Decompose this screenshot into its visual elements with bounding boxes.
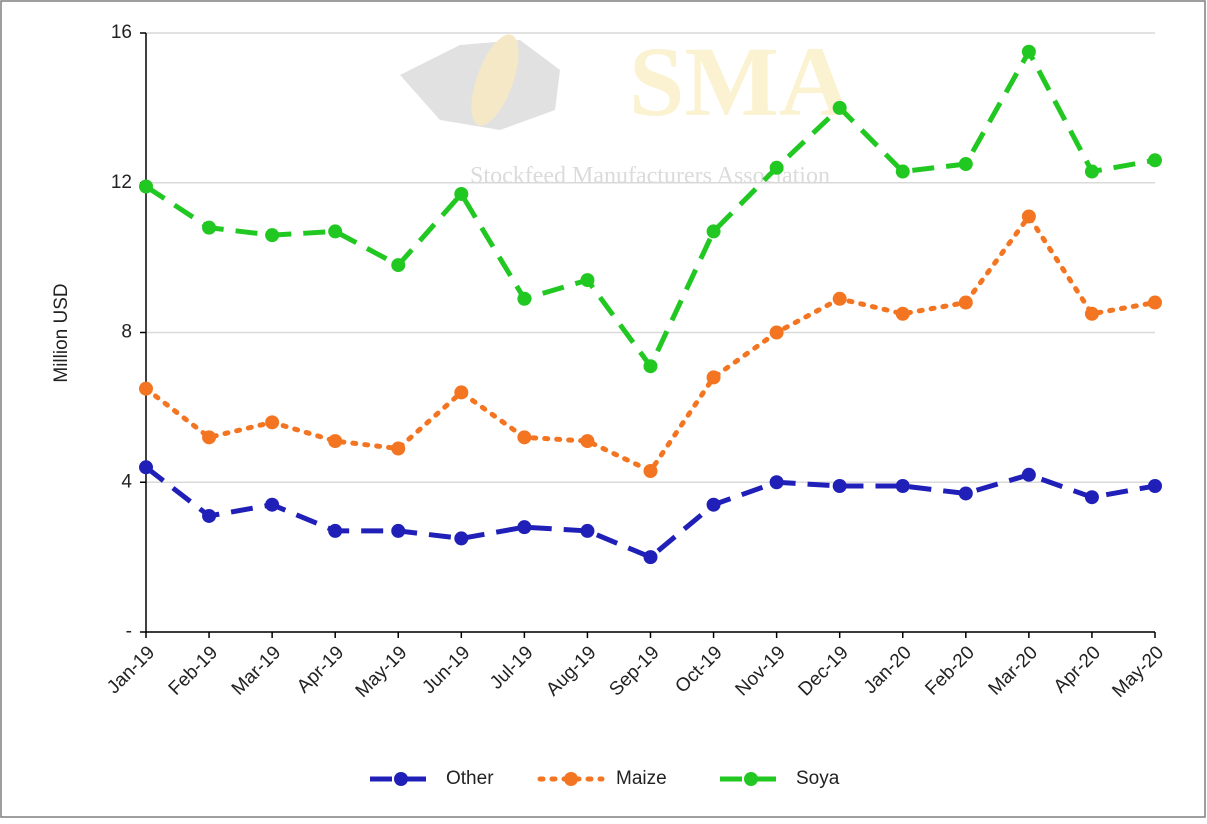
legend-marker bbox=[744, 772, 758, 786]
data-point bbox=[391, 258, 406, 273]
data-point bbox=[1148, 478, 1162, 493]
data-point bbox=[517, 430, 532, 445]
data-point bbox=[580, 523, 595, 538]
data-point bbox=[832, 291, 847, 306]
watermark-cob bbox=[471, 34, 519, 126]
data-point bbox=[454, 531, 469, 546]
series-line bbox=[144, 465, 1156, 561]
data-point bbox=[643, 359, 658, 374]
y-tick-label: 12 bbox=[111, 172, 132, 193]
data-point bbox=[1084, 164, 1099, 179]
data-point bbox=[517, 520, 532, 535]
y-tick-label: 16 bbox=[111, 22, 132, 43]
data-point bbox=[769, 325, 784, 340]
legend-label: Soya bbox=[796, 768, 840, 789]
data-point bbox=[643, 550, 658, 565]
legend-label: Other bbox=[446, 768, 494, 789]
data-point bbox=[265, 497, 280, 512]
data-point bbox=[1148, 295, 1162, 310]
data-point bbox=[706, 224, 721, 239]
data-point bbox=[895, 306, 910, 321]
data-point bbox=[202, 430, 217, 445]
data-point bbox=[517, 291, 532, 306]
data-point bbox=[958, 295, 973, 310]
data-point bbox=[202, 220, 217, 235]
data-point bbox=[958, 486, 973, 501]
y-axis-label: Million USD bbox=[51, 283, 72, 382]
legend-marker bbox=[564, 772, 578, 786]
data-point bbox=[832, 100, 847, 115]
data-point bbox=[391, 441, 406, 456]
data-point bbox=[454, 385, 469, 400]
legend-label: Maize bbox=[616, 768, 667, 789]
data-point bbox=[769, 475, 784, 490]
data-point bbox=[895, 478, 910, 493]
y-tick-label: 8 bbox=[121, 322, 132, 343]
data-point bbox=[328, 434, 343, 449]
data-point bbox=[202, 508, 217, 523]
legend-marker bbox=[394, 772, 408, 786]
data-point bbox=[706, 497, 721, 512]
data-point bbox=[1084, 306, 1099, 321]
data-point bbox=[580, 434, 595, 449]
data-point bbox=[265, 415, 280, 430]
data-point bbox=[328, 224, 343, 239]
data-point bbox=[643, 464, 658, 479]
data-point bbox=[580, 273, 595, 288]
data-point bbox=[1021, 467, 1036, 482]
data-point bbox=[832, 478, 847, 493]
data-point bbox=[1021, 44, 1036, 59]
data-point bbox=[1084, 490, 1099, 505]
data-point bbox=[454, 186, 469, 201]
data-point bbox=[958, 157, 973, 172]
y-tick-label: 4 bbox=[121, 471, 132, 492]
data-point bbox=[1148, 153, 1162, 168]
watermark-logo: SMA bbox=[629, 26, 851, 137]
watermark-map bbox=[400, 40, 560, 130]
data-point bbox=[328, 523, 343, 538]
data-point bbox=[265, 228, 280, 243]
data-point bbox=[139, 381, 153, 396]
data-point bbox=[895, 164, 910, 179]
data-point bbox=[139, 460, 153, 475]
data-point bbox=[1021, 209, 1036, 224]
data-point bbox=[139, 179, 153, 194]
data-point bbox=[391, 523, 406, 538]
y-tick-label: - bbox=[126, 621, 132, 642]
data-point bbox=[706, 370, 721, 385]
data-point bbox=[769, 160, 784, 175]
